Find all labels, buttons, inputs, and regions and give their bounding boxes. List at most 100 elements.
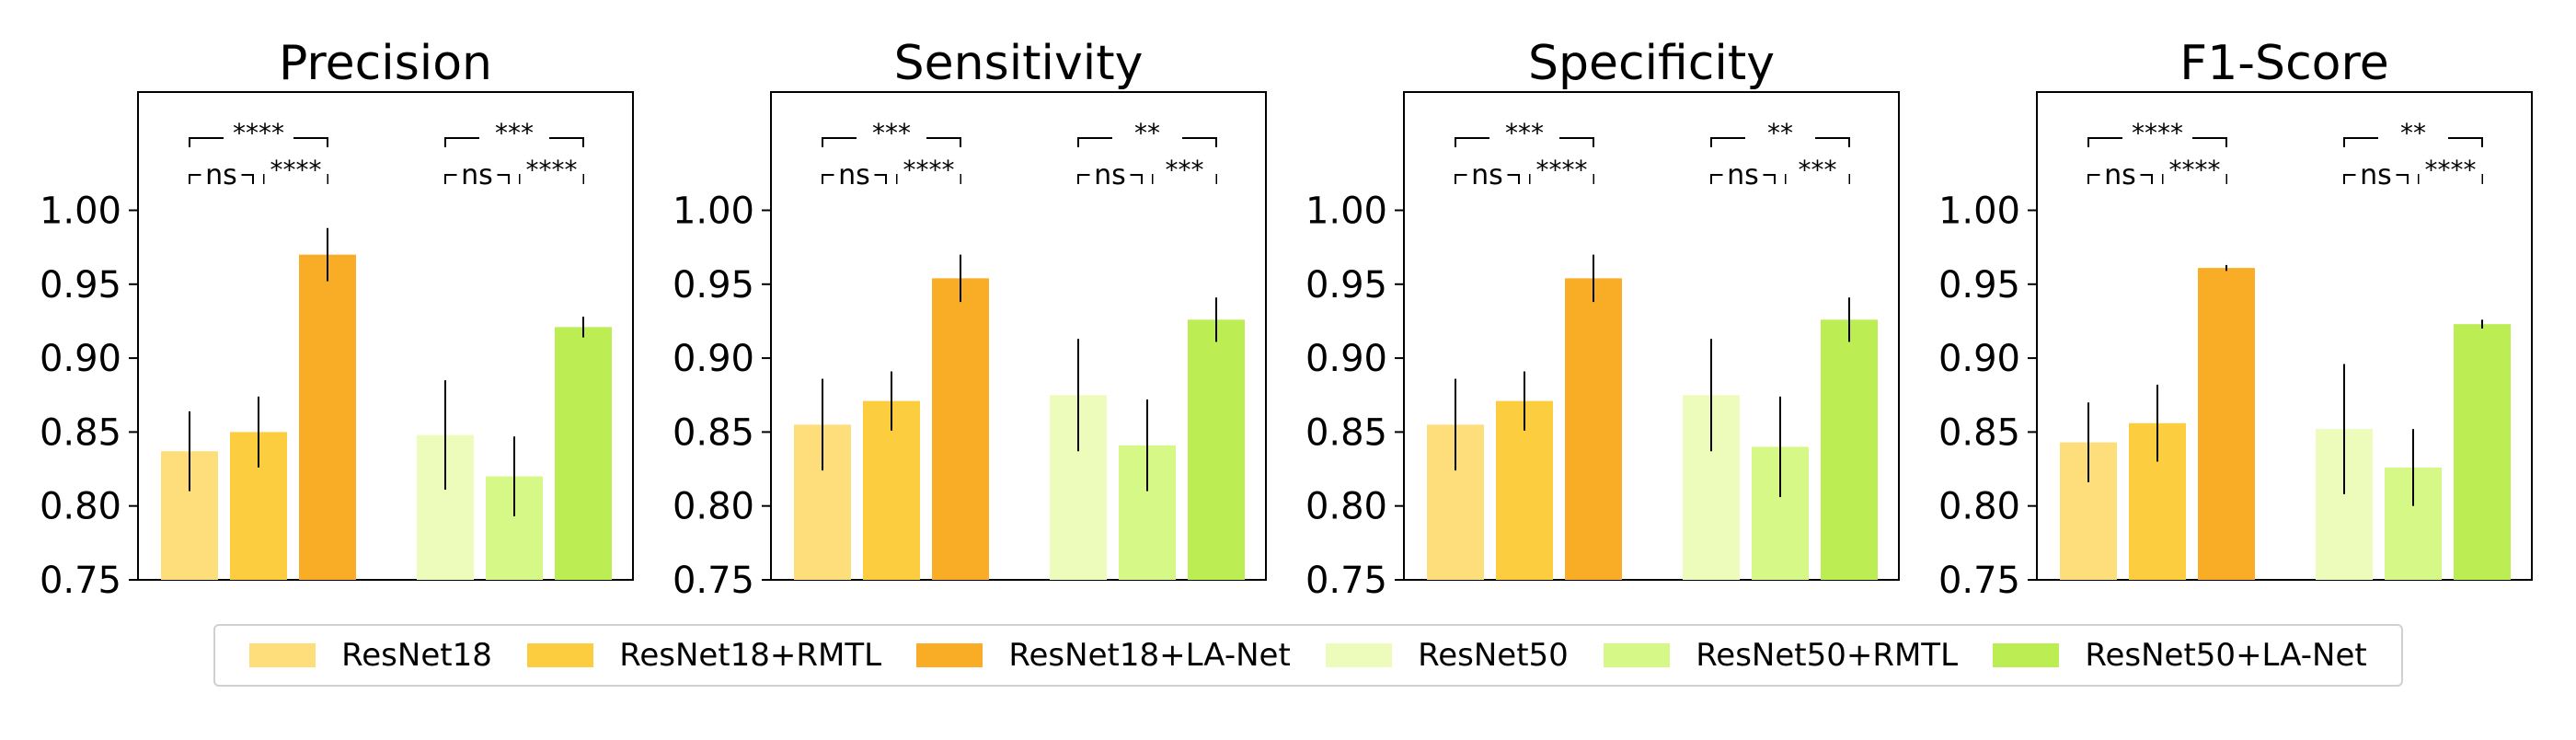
bracket-label-bg: [1112, 121, 1182, 149]
bar-resnet50-la-net: [1821, 319, 1878, 580]
y-tick-label: 0.90: [40, 338, 121, 380]
chart-legend: ResNet18 ResNet18+RMTL ResNet18+LA-Net R…: [213, 624, 2403, 687]
significance-label: ns: [1094, 159, 1126, 191]
y-tick-label: 0.95: [1938, 264, 2020, 306]
significance-label: ****: [2169, 155, 2221, 185]
y-tick-label: 0.90: [1938, 338, 2020, 380]
legend-item-resnet18-la-net: ResNet18+LA-Net: [916, 637, 1291, 674]
y-tick-label: 0.90: [1305, 338, 1387, 380]
legend-swatch-resnet50-rmtl: [1604, 643, 1671, 667]
bar-resnet18-la-net: [1565, 278, 1622, 580]
significance-label: ns: [461, 159, 493, 191]
legend-label-resnet18: ResNet18: [341, 637, 492, 674]
bar-resnet50-la-net: [555, 327, 612, 580]
bracket-label-bg: [1153, 158, 1216, 186]
significance-label: ns: [838, 159, 870, 191]
plot-frame: [770, 91, 1267, 581]
significance-label: ***: [495, 118, 534, 148]
legend-label-resnet18-la-net: ResNet18+LA-Net: [1008, 637, 1291, 674]
significance-label: ****: [526, 155, 578, 185]
significance-label: ns: [2104, 159, 2136, 191]
significance-label: ***: [1799, 155, 1837, 185]
y-tick-label: 0.85: [1305, 411, 1387, 454]
bracket-label-bg: [2099, 158, 2141, 188]
significance-label: ***: [872, 118, 911, 148]
plot-frame: [137, 91, 634, 581]
bar-resnet18-la-net: [299, 254, 356, 580]
significance-label: ns: [1727, 159, 1759, 191]
significance-label: ****: [1536, 155, 1588, 185]
bracket-label-bg: [2163, 158, 2226, 186]
bracket-label-bg: [2378, 121, 2448, 149]
y-tick-label: 0.80: [673, 486, 754, 528]
bracket-label-bg: [1089, 158, 1131, 188]
significance-label: **: [1134, 118, 1160, 148]
y-tick-label: 0.75: [673, 560, 754, 602]
bracket-label-bg: [834, 158, 875, 188]
legend-item-resnet50-rmtl: ResNet50+RMTL: [1604, 637, 1958, 674]
plot-frame: [2036, 91, 2533, 581]
legend-item-resnet18-rmtl: ResNet18+RMTL: [527, 637, 881, 674]
y-tick-label: 0.95: [1305, 264, 1387, 306]
bar-resnet18-la-net: [2198, 268, 2255, 580]
y-tick-label: 0.75: [1938, 560, 2020, 602]
plot-frame: [1403, 91, 1900, 581]
legend-swatch-resnet50: [1326, 643, 1393, 667]
bar-resnet18-rmtl: [863, 400, 920, 580]
chart-title: Sensitivity: [894, 36, 1144, 91]
chart-title: Precision: [279, 36, 492, 91]
y-tick-label: 0.80: [40, 486, 121, 528]
bracket-label-bg: [897, 158, 960, 186]
y-tick-label: 0.80: [1938, 486, 2020, 528]
bracket-label-bg: [1489, 121, 1559, 149]
y-tick-label: 0.90: [673, 338, 754, 380]
legend-item-resnet50: ResNet50: [1326, 637, 1569, 674]
y-tick-label: 1.00: [673, 190, 754, 232]
legend-label-resnet50-la-net: ResNet50+LA-Net: [2085, 637, 2367, 674]
bracket-label-bg: [2122, 121, 2192, 149]
bar-resnet18-la-net: [932, 278, 989, 580]
chart-title: F1-Score: [2179, 36, 2388, 91]
bracket-label-bg: [1786, 158, 1849, 186]
y-tick-label: 1.00: [1938, 190, 2020, 232]
bracket-label-bg: [1722, 158, 1764, 188]
bracket-label-bg: [520, 158, 583, 186]
bracket-label-bg: [201, 158, 242, 188]
legend-label-resnet50: ResNet50: [1418, 637, 1569, 674]
significance-label: ***: [1166, 155, 1204, 185]
legend-item-resnet50-la-net: ResNet50+LA-Net: [1993, 637, 2367, 674]
bar-resnet18-rmtl: [1496, 400, 1553, 580]
significance-label: ns: [1471, 159, 1503, 191]
bracket-label-bg: [2355, 158, 2397, 188]
bracket-label-bg: [479, 121, 549, 149]
significance-label: ****: [2132, 118, 2183, 148]
y-tick-label: 0.85: [1938, 411, 2020, 454]
legend-swatch-resnet18: [249, 643, 316, 667]
legend-swatch-resnet18-rmtl: [527, 643, 594, 667]
significance-label: **: [1767, 118, 1793, 148]
significance-label: ****: [270, 155, 322, 185]
chart-title: Specificity: [1528, 36, 1775, 91]
legend-label-resnet18-rmtl: ResNet18+RMTL: [619, 637, 882, 674]
y-tick-label: 0.75: [1305, 560, 1387, 602]
bracket-label-bg: [264, 158, 328, 186]
bar-resnet50-la-net: [2454, 324, 2511, 580]
bracket-label-bg: [456, 158, 498, 188]
significance-label: **: [2400, 118, 2426, 148]
legend-swatch-resnet18-la-net: [916, 643, 983, 667]
bracket-label-bg: [1466, 158, 1508, 188]
legend-swatch-resnet50-la-net: [1993, 643, 2060, 667]
y-tick-label: 0.80: [1305, 486, 1387, 528]
y-tick-label: 0.75: [40, 560, 121, 602]
y-tick-label: 0.95: [673, 264, 754, 306]
significance-label: ****: [2425, 155, 2477, 185]
significance-label: ****: [903, 155, 955, 185]
significance-label: ***: [1505, 118, 1544, 148]
bar-resnet50-la-net: [1188, 319, 1245, 580]
bracket-label-bg: [857, 121, 926, 149]
significance-label: ns: [205, 159, 237, 191]
significance-label: ns: [2360, 159, 2392, 191]
bracket-label-bg: [1745, 121, 1815, 149]
y-tick-label: 1.00: [40, 190, 121, 232]
